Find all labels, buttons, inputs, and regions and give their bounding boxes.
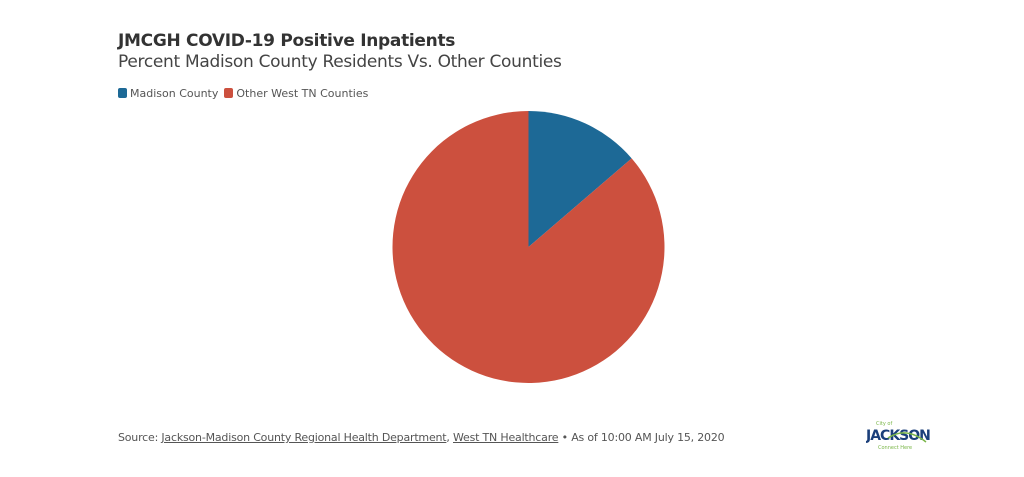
source-note: Source: Jackson-Madison County Regional … (118, 431, 725, 444)
chart-subtitle: Percent Madison County Residents Vs. Oth… (118, 52, 562, 72)
pie-slice-madison-county[interactable] (528, 111, 632, 247)
source-sep: , (446, 431, 453, 444)
legend-item-madison[interactable]: Madison County (118, 87, 218, 100)
source-date: • As of 10:00 AM July 15, 2020 (558, 431, 725, 444)
chart-title: JMCGH COVID-19 Positive Inpatients (118, 31, 456, 51)
svg-text:City of: City of (876, 421, 892, 427)
legend-label: Madison County (130, 87, 219, 100)
legend-item-other[interactable]: Other West TN Counties (224, 87, 368, 100)
source-link-health-dept[interactable]: Jackson-Madison County Regional Health D… (161, 431, 447, 444)
svg-text:Connect Here: Connect Here (878, 445, 912, 451)
legend-swatch (224, 88, 234, 98)
city-of-jackson-logo: City of JACKSON Connect Here (866, 421, 931, 451)
source-link-west-tn[interactable]: West TN Healthcare (453, 431, 559, 444)
legend: Madison County Other West TN Counties (118, 87, 368, 100)
legend-swatch (118, 88, 127, 98)
legend-label: Other West TN Counties (236, 87, 369, 100)
svg-text:JACKSON: JACKSON (866, 428, 930, 444)
pie-slice-other-west-tn-counties[interactable] (392, 111, 665, 384)
source-prefix: Source: (118, 431, 162, 444)
